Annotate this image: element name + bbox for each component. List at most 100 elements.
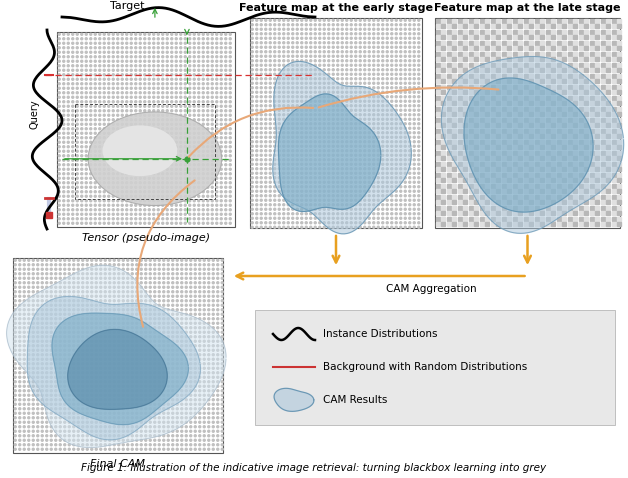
Circle shape: [104, 349, 106, 351]
Circle shape: [63, 96, 65, 98]
Bar: [502, 57, 506, 62]
Circle shape: [292, 28, 294, 30]
Circle shape: [364, 226, 365, 228]
Bar: [612, 68, 616, 73]
Circle shape: [153, 200, 154, 202]
Circle shape: [386, 109, 388, 111]
Circle shape: [194, 376, 196, 378]
Circle shape: [108, 128, 110, 130]
Circle shape: [296, 145, 298, 147]
Circle shape: [94, 164, 96, 166]
Circle shape: [208, 286, 210, 288]
Circle shape: [163, 259, 165, 261]
Circle shape: [296, 73, 298, 75]
Circle shape: [189, 74, 191, 76]
Circle shape: [73, 259, 75, 261]
Circle shape: [229, 155, 231, 157]
Circle shape: [118, 354, 120, 356]
Bar: [463, 118, 467, 122]
Circle shape: [55, 264, 57, 266]
Circle shape: [198, 408, 201, 410]
Circle shape: [162, 96, 164, 98]
Circle shape: [122, 399, 124, 401]
Circle shape: [64, 412, 66, 414]
Bar: [595, 217, 600, 221]
Circle shape: [104, 358, 106, 360]
Circle shape: [28, 331, 30, 333]
Circle shape: [212, 439, 214, 441]
Circle shape: [108, 92, 110, 94]
Circle shape: [198, 92, 200, 94]
Circle shape: [73, 286, 75, 288]
Circle shape: [251, 33, 253, 35]
Circle shape: [55, 295, 57, 297]
Circle shape: [251, 172, 253, 174]
Circle shape: [72, 150, 73, 152]
Bar: [518, 68, 522, 73]
Circle shape: [190, 345, 192, 347]
Circle shape: [130, 128, 133, 130]
Circle shape: [208, 304, 210, 306]
Circle shape: [104, 435, 106, 437]
Circle shape: [136, 367, 138, 369]
Circle shape: [122, 354, 124, 356]
Circle shape: [140, 295, 143, 297]
Circle shape: [355, 186, 357, 188]
Circle shape: [332, 127, 334, 129]
Circle shape: [162, 218, 164, 220]
Circle shape: [332, 222, 334, 224]
Bar: [600, 123, 605, 128]
Circle shape: [90, 119, 92, 121]
Circle shape: [180, 42, 181, 44]
Circle shape: [126, 78, 127, 80]
Bar: [518, 189, 522, 194]
Circle shape: [117, 146, 119, 148]
Circle shape: [77, 408, 79, 410]
Bar: [568, 167, 572, 172]
Bar: [573, 52, 578, 56]
Bar: [578, 118, 583, 122]
Bar: [512, 156, 517, 161]
Bar: [529, 129, 533, 133]
Circle shape: [287, 141, 290, 143]
Circle shape: [391, 136, 392, 138]
Circle shape: [163, 385, 165, 387]
Circle shape: [323, 64, 325, 66]
Circle shape: [310, 186, 311, 188]
Bar: [447, 167, 451, 172]
Circle shape: [323, 163, 325, 165]
Circle shape: [274, 19, 276, 21]
Bar: [452, 222, 457, 227]
Bar: [502, 19, 506, 23]
Circle shape: [373, 60, 375, 62]
Bar: [600, 74, 605, 78]
Circle shape: [251, 60, 253, 62]
Circle shape: [323, 96, 325, 98]
Circle shape: [109, 309, 111, 311]
Circle shape: [319, 186, 321, 188]
Circle shape: [176, 435, 178, 437]
Circle shape: [341, 73, 344, 75]
Circle shape: [346, 118, 348, 120]
Circle shape: [90, 182, 92, 184]
Circle shape: [73, 331, 75, 333]
Circle shape: [81, 83, 83, 85]
Circle shape: [154, 363, 156, 365]
Circle shape: [112, 150, 114, 152]
Circle shape: [63, 83, 65, 85]
Circle shape: [395, 181, 398, 183]
Bar: [441, 79, 445, 84]
Circle shape: [130, 42, 133, 44]
Circle shape: [386, 181, 388, 183]
Bar: [568, 206, 572, 210]
Bar: [606, 79, 610, 84]
Circle shape: [37, 417, 39, 419]
Circle shape: [63, 92, 65, 94]
Circle shape: [305, 154, 307, 156]
Circle shape: [58, 47, 60, 49]
Circle shape: [181, 444, 183, 446]
Circle shape: [72, 33, 73, 35]
Bar: [600, 173, 605, 177]
Circle shape: [212, 435, 214, 437]
Circle shape: [73, 340, 75, 342]
